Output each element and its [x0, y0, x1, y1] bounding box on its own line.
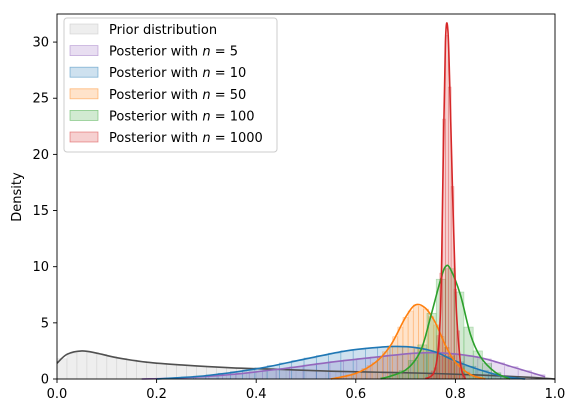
legend-box	[63, 17, 278, 153]
legend-label: Posterior with n = 100	[109, 109, 255, 124]
legend-label: Posterior with n = 5	[109, 45, 238, 60]
density-bar	[76, 350, 88, 380]
x-tick-label: 0.2	[146, 387, 167, 402]
legend-swatch	[69, 23, 99, 35]
legend-label: Posterior with n = 50	[109, 88, 246, 103]
axes-frame	[56, 13, 556, 380]
density-bar	[96, 353, 108, 380]
legend: Prior distribution Posterior with n = 5 Po…	[63, 17, 278, 153]
legend-swatch	[69, 45, 99, 56]
x-tick-label: 0.6	[345, 387, 366, 402]
series-line-5	[424, 22, 467, 380]
series-line-3	[330, 303, 486, 380]
density-bar	[266, 365, 280, 380]
axes: 0.0 0.2 0.4 0.6 0.8 1.0 0 5 10 15 20 25 30	[32, 13, 566, 402]
y-tick-label: 15	[32, 204, 49, 219]
x-tick-label: 1.0	[545, 387, 566, 402]
density-bar	[328, 352, 342, 380]
density-bar	[279, 362, 293, 380]
series-line-2	[156, 345, 526, 380]
legend-swatch	[69, 131, 99, 143]
y-tick-label: 5	[41, 316, 49, 331]
legend-swatch	[69, 110, 99, 121]
density-bar	[86, 352, 98, 380]
density-bar	[126, 359, 137, 380]
legend-swatch	[69, 66, 99, 78]
plot-area	[56, 22, 556, 380]
legend-label: Prior distribution	[109, 23, 217, 38]
density-bar	[66, 352, 78, 380]
legend-swatch	[69, 88, 99, 100]
density-bar	[303, 357, 317, 380]
density-bar	[106, 356, 118, 380]
legend-label: Posterior with n = 10	[109, 66, 246, 81]
x-tick-label: 0.8	[445, 387, 466, 402]
y-tick-label: 25	[32, 92, 49, 107]
density-bar	[445, 35, 449, 380]
density-bar	[315, 355, 329, 380]
legend-label: Posterior with n = 1000	[109, 131, 263, 146]
y-tick-label: 10	[32, 260, 49, 275]
y-axis-label: Density	[10, 172, 25, 222]
y-tick-label: 30	[32, 36, 49, 51]
density-bar	[136, 361, 147, 380]
series-line-4	[380, 264, 511, 380]
x-tick-label: 0.4	[246, 387, 267, 402]
series-line-0	[56, 350, 556, 380]
density-bar	[156, 363, 167, 380]
x-tick-label: 0.0	[47, 387, 68, 402]
y-tick-label: 20	[32, 148, 49, 163]
density-bar	[166, 363, 177, 380]
density-bar	[146, 362, 157, 380]
density-bar	[116, 358, 128, 380]
y-tick-label: 0	[41, 373, 49, 388]
